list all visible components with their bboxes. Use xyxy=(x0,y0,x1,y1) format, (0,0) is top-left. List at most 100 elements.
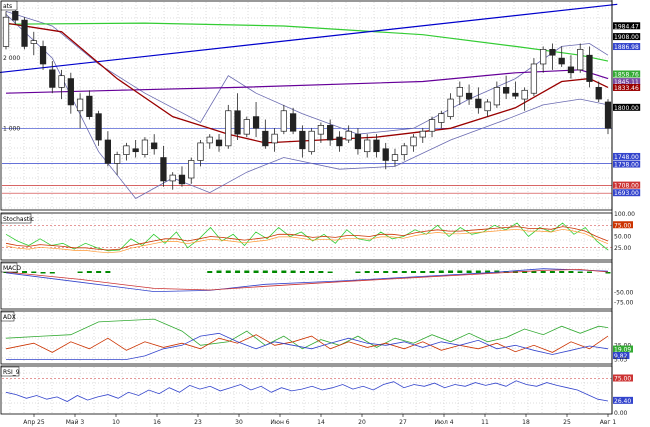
stochastic-axis-labels: 100.00 75.00 50.00 25.00 xyxy=(613,211,635,252)
macd-histogram-bar xyxy=(244,270,250,273)
macd-right-label: -75.00 xyxy=(614,300,634,307)
x-axis-label: 27 xyxy=(399,419,407,426)
macd-histogram-bar xyxy=(522,271,528,273)
candle-body xyxy=(345,130,352,141)
x-axis-label: 18 xyxy=(522,419,530,426)
price-right-label-box xyxy=(613,181,641,189)
candle-body xyxy=(586,54,593,82)
macd-histogram-bar xyxy=(309,271,315,273)
candle-body xyxy=(39,46,47,65)
adx-right-label-box xyxy=(613,345,633,353)
stoch-right-label: 75.00 xyxy=(614,222,631,229)
candle-body xyxy=(595,87,602,100)
macd-histogram-bar xyxy=(225,270,231,273)
candle-body xyxy=(299,130,306,150)
stoch-right-label: 100.00 xyxy=(614,211,635,218)
candle-body xyxy=(151,142,158,150)
price-right-label-box xyxy=(613,70,641,78)
x-axis-label: 23 xyxy=(194,419,202,426)
price-right-label: 1800.00 xyxy=(614,105,639,112)
candle-body xyxy=(317,125,325,135)
x-axis-label: Авг 1 xyxy=(600,419,617,426)
price-right-label: 1748.00 xyxy=(614,154,639,161)
rsi-right-label: 75.00 xyxy=(614,376,631,383)
candle-body xyxy=(114,154,121,164)
macd-histogram-bar xyxy=(531,271,537,273)
x-axis: Апр 25 Май 3 10 16 23 30 Июн 6 14 20 27 Июл 4 11 18 2… xyxy=(0,414,650,427)
macd-title: MACD xyxy=(3,265,21,272)
macd-histogram-bar xyxy=(568,271,574,273)
adx-main-line xyxy=(6,332,609,360)
price-right-label: 1738.00 xyxy=(614,162,639,169)
candle-body xyxy=(30,40,37,44)
price-candles xyxy=(2,5,612,190)
candle-body xyxy=(373,139,380,153)
candle-body xyxy=(558,57,565,65)
candle-body xyxy=(206,136,213,144)
candle-body xyxy=(169,174,176,182)
macd-histogram-bar xyxy=(355,271,361,273)
candle-body xyxy=(95,113,102,141)
price-right-label: 1984.47 xyxy=(614,23,639,30)
candle-body xyxy=(160,157,167,182)
candle-body xyxy=(12,11,19,21)
price-right-label-box xyxy=(613,33,641,41)
x-axis-label: Апр 25 xyxy=(23,419,45,426)
macd-histogram-bar xyxy=(438,270,444,273)
candle-body xyxy=(104,139,112,164)
x-axis-label: 25 xyxy=(563,419,571,426)
candle-body xyxy=(428,119,436,132)
price-right-label: 1858.76 xyxy=(614,72,639,79)
candle-body xyxy=(567,66,575,74)
macd-histogram-bar xyxy=(290,270,296,273)
macd-histogram-bar xyxy=(77,271,83,273)
stochastic-lines xyxy=(2,222,612,254)
macd-histogram-bar xyxy=(605,272,611,274)
candle-body xyxy=(21,19,28,47)
macd-histogram-bar xyxy=(216,270,222,273)
macd-histogram-bar xyxy=(272,270,278,273)
macd-histogram-bar xyxy=(105,271,111,273)
macd-histogram-bar xyxy=(475,270,481,273)
macd-histogram-bar xyxy=(411,271,417,273)
macd-histogram-bar xyxy=(549,271,555,273)
macd-histogram-bar xyxy=(22,271,28,273)
candle-body xyxy=(58,75,65,88)
adx-right-label: 9.82 xyxy=(614,353,628,360)
rsi-panel-background xyxy=(0,366,650,414)
x-axis-label: 20 xyxy=(358,419,366,426)
price-indicator-lines xyxy=(0,3,618,200)
adx-grid xyxy=(2,312,612,363)
macd-histogram-bar xyxy=(466,270,472,273)
candle-body xyxy=(382,148,389,161)
rsi-right-label: 0.00 xyxy=(614,410,628,417)
adx-minus-di-line xyxy=(5,334,609,353)
panel-borders xyxy=(0,0,613,415)
macd-histogram-bar xyxy=(281,270,287,273)
candle-body xyxy=(456,87,463,97)
bollinger-lower-line xyxy=(5,14,609,200)
rsi-right-label: 26.40 xyxy=(614,398,631,405)
macd-histogram-bar xyxy=(503,271,509,273)
candle-body xyxy=(76,98,84,112)
macd-histogram-bar xyxy=(262,270,268,273)
stoch-d-line xyxy=(5,226,609,251)
candle-body xyxy=(215,139,223,147)
candle-body xyxy=(502,87,510,94)
candle-body xyxy=(252,116,260,129)
adx-plus-di-line xyxy=(5,318,609,350)
rsi-title: RSI_9 xyxy=(3,369,20,376)
price-right-label: 1886.98 xyxy=(614,44,639,51)
candle-body xyxy=(447,98,454,117)
candle-body xyxy=(280,110,287,132)
candle-body xyxy=(67,78,74,106)
candle-body xyxy=(197,142,204,161)
candle-body xyxy=(336,136,343,147)
adx-lines xyxy=(5,318,609,360)
candle-body xyxy=(49,69,56,88)
candle-body xyxy=(530,63,538,94)
